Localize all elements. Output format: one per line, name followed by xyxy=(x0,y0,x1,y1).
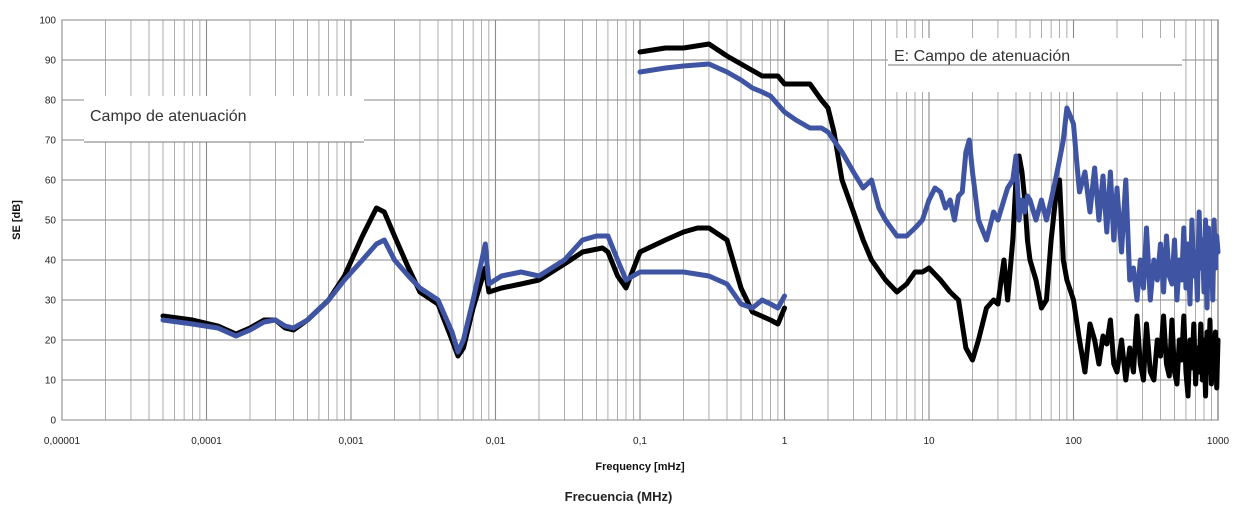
series-blue-line-2 xyxy=(637,61,1221,311)
y-tick-label: 90 xyxy=(45,56,57,67)
x-tick-label: 0,01 xyxy=(486,436,506,447)
series-black-line-2 xyxy=(637,41,1221,399)
y-tick-label: 70 xyxy=(45,136,57,147)
x-tick-label: 0,00001 xyxy=(44,436,81,447)
y-tick-label: 100 xyxy=(39,16,56,27)
y-tick-label: 40 xyxy=(45,256,57,267)
y-axis-title: SE [dB] xyxy=(11,200,23,240)
x-tick-labels: 0,00001 0,0001 0,001 0,01 0,1 1 10 100 1000 xyxy=(44,436,1230,447)
annotation-right: E: Campo de atenuación xyxy=(888,38,1182,92)
y-tick-labels: 0 10 20 30 40 50 60 70 80 90 100 xyxy=(39,16,56,427)
x-tick-label: 1 xyxy=(782,436,788,447)
y-tick-label: 80 xyxy=(45,96,57,107)
x-tick-label: 0,001 xyxy=(338,436,363,447)
annotation-right-text: E: Campo de atenuación xyxy=(894,48,1070,65)
x-tick-label: 0,0001 xyxy=(191,436,222,447)
x-tick-label: 0,1 xyxy=(633,436,647,447)
y-tick-label: 30 xyxy=(45,296,57,307)
annotation-left-box xyxy=(84,96,364,142)
y-tick-label: 50 xyxy=(45,216,57,227)
y-tick-label: 60 xyxy=(45,176,57,187)
y-tick-label: 20 xyxy=(45,336,57,347)
y-tick-label: 10 xyxy=(45,376,57,387)
y-tick-label: 0 xyxy=(50,416,56,427)
x-axis-title: Frequency [mHz] xyxy=(595,461,685,473)
annotation-left: Campo de atenuación xyxy=(84,96,364,143)
x-tick-label: 100 xyxy=(1065,436,1082,447)
annotation-left-text: Campo de atenuación xyxy=(90,108,247,125)
x-tick-label: 1000 xyxy=(1207,436,1230,447)
x-tick-label: 10 xyxy=(923,436,935,447)
series-blue-line-1 xyxy=(160,233,787,355)
series-lines xyxy=(160,41,1221,399)
x-axis-secondary-title: Frecuencia (MHz) xyxy=(564,489,673,504)
